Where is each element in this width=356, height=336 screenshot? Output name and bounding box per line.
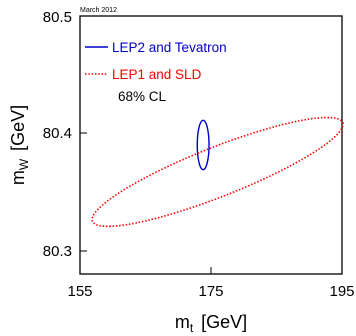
y-ticks: 80.3 80.4 80.5 — [43, 9, 87, 260]
y-axis-label-main: m — [8, 170, 28, 185]
y-axis-label: mW [GeV] — [8, 105, 31, 185]
x-axis-label-unit: [GeV] — [201, 312, 247, 332]
y-tick-label: 80.4 — [43, 125, 72, 142]
series-ellipse-lep2-tevatron — [196, 119, 210, 171]
x-ticks: 155 175 195 — [67, 267, 355, 300]
y-axis-label-sub: W — [17, 158, 31, 170]
x-tick-label: 195 — [329, 283, 354, 300]
x-axis-label-main: m — [175, 312, 190, 332]
series-ellipse-lep1-sld — [91, 116, 344, 228]
y-tick-label: 80.3 — [43, 243, 72, 260]
x-tick-label: 175 — [198, 283, 223, 300]
y-axis-label-unit: [GeV] — [8, 105, 28, 151]
series-layer — [91, 116, 344, 228]
chart-note: March 2012 — [80, 7, 117, 14]
x-tick-label: 155 — [67, 283, 92, 300]
legend-label-lep2: LEP2 and Tevatron — [112, 40, 227, 55]
x-axis-label: mt [GeV] — [175, 312, 247, 335]
legend: LEP2 and Tevatron LEP1 and SLD 68% CL — [85, 40, 227, 104]
legend-cl-label: 68% CL — [118, 89, 167, 104]
y-tick-label: 80.5 — [43, 9, 72, 26]
x-axis-label-sub: t — [190, 321, 194, 335]
legend-label-lep1: LEP1 and SLD — [112, 67, 202, 82]
